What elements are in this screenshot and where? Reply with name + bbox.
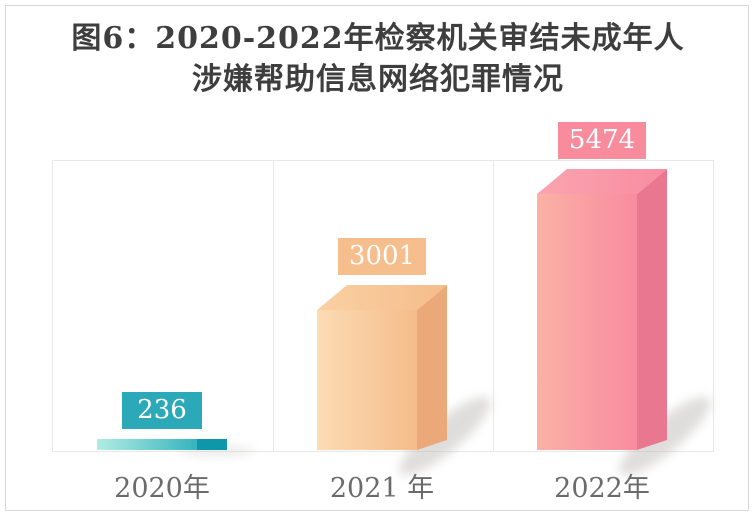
- value-label-2020: 236: [122, 392, 202, 429]
- axis-label-2021: 2021 年: [329, 473, 435, 504]
- gridline: [273, 161, 274, 451]
- chart-title-line2: 涉嫌帮助信息网络犯罪情况: [192, 62, 564, 97]
- chart-title: 图6：2020-2022年检察机关审结未成年人 涉嫌帮助信息网络犯罪情况: [0, 18, 756, 100]
- axis-label-2020: 2020年: [114, 473, 210, 504]
- axis-label-2022: 2022年: [554, 473, 650, 504]
- chart-title-line1: 图6：2020-2022年检察机关审结未成年人: [71, 21, 685, 56]
- value-label-2022: 5474: [558, 122, 646, 159]
- value-label-2021: 3001: [338, 238, 426, 275]
- gridline: [493, 161, 494, 451]
